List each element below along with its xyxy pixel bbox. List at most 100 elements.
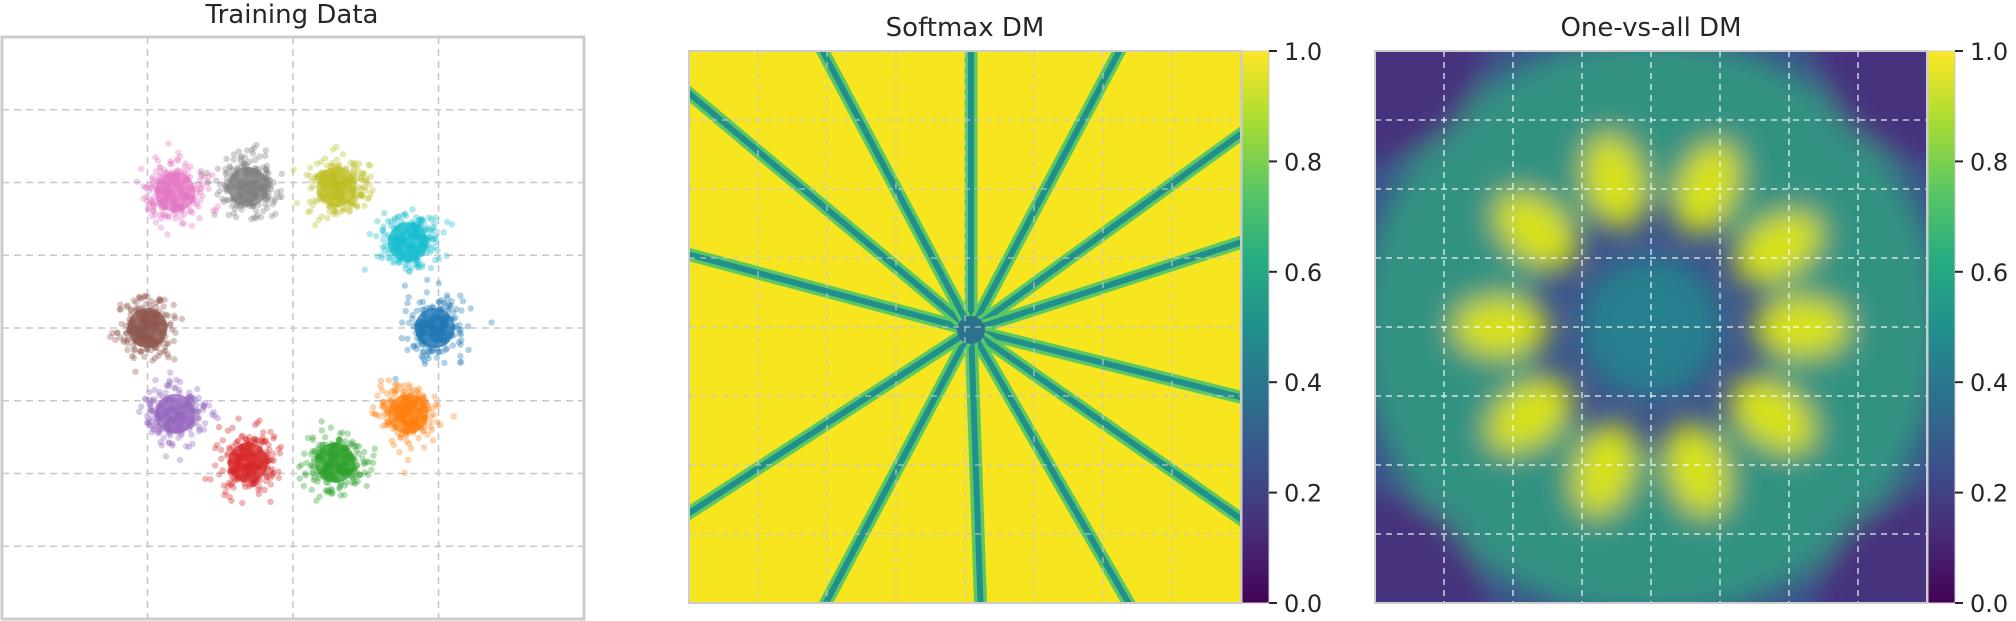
scatter-point: [453, 306, 460, 313]
scatter-point: [216, 471, 223, 478]
scatter-point: [296, 475, 303, 482]
scatter-point: [160, 434, 167, 441]
scatter-point: [204, 179, 211, 186]
scatter-point: [443, 292, 451, 299]
scatter-point: [413, 345, 420, 353]
scatter-point: [379, 227, 386, 234]
scatter-point: [137, 348, 145, 355]
scatter-point: [363, 178, 370, 185]
scatter-point: [318, 418, 325, 425]
scatter-point: [199, 181, 206, 188]
scatter-point: [143, 419, 151, 427]
scatter-point: [408, 264, 415, 271]
scatter-point: [377, 383, 384, 390]
scatter-point: [227, 481, 235, 488]
scatter-point: [151, 386, 158, 394]
scatter-point: [152, 154, 159, 161]
scatter-point: [313, 160, 321, 167]
scatter-point: [150, 194, 157, 201]
scatter-point: [145, 187, 153, 195]
scatter-point: [190, 395, 197, 402]
scatter-point: [305, 209, 312, 216]
scatter-point: [176, 456, 184, 464]
scatter-point: [175, 434, 182, 441]
scatter-point: [441, 359, 448, 367]
softmax-gridlines: [689, 51, 1241, 603]
scatter-point: [349, 438, 356, 445]
scatter-point: [363, 175, 370, 182]
scatter-point: [296, 463, 303, 471]
scatter-point: [140, 195, 147, 202]
scatter-point: [114, 329, 121, 337]
scatter-point: [167, 432, 174, 439]
scatter-point: [431, 393, 438, 400]
scatter-point: [384, 390, 391, 397]
scatter-point: [349, 474, 356, 481]
cluster-core: [127, 308, 168, 348]
scatter-point: [251, 214, 258, 221]
scatter-point: [309, 434, 316, 441]
scatter-point: [194, 408, 202, 415]
scatter-point: [152, 219, 160, 226]
scatter-point: [171, 356, 178, 363]
scatter-point: [270, 179, 277, 186]
scatter-point: [419, 428, 427, 435]
scatter-point: [197, 197, 204, 204]
scatter-point: [328, 487, 336, 494]
scatter-point: [455, 339, 463, 346]
scatter-point: [178, 315, 186, 323]
cluster-core: [315, 442, 356, 483]
softmax-boundary-lines: [689, 51, 1241, 603]
scatter-point: [352, 201, 359, 209]
scatter-point: [379, 398, 387, 406]
scatter-point: [147, 347, 155, 354]
scatter-point: [337, 492, 344, 499]
scatter-point: [255, 490, 262, 498]
scatter-point: [457, 292, 464, 299]
scatter-point: [165, 140, 172, 147]
scatter-point: [379, 403, 387, 410]
scatter-point: [254, 419, 261, 427]
scatter-point: [262, 437, 270, 444]
scatter-point: [150, 204, 157, 211]
scatter-point: [148, 397, 156, 405]
scatter-point: [269, 472, 276, 479]
scatter-point: [354, 478, 361, 485]
scatter-point: [147, 198, 155, 205]
scatter-point: [162, 211, 170, 219]
scatter-point: [259, 434, 266, 441]
scatter-point: [456, 329, 464, 336]
scatter-point: [307, 450, 315, 458]
cluster-0: [392, 276, 495, 383]
scatter-point: [326, 488, 333, 495]
scatter-point: [160, 348, 167, 356]
scatter-point: [409, 206, 416, 213]
scatter-point: [146, 422, 154, 429]
scatter-point: [186, 389, 193, 396]
scatter-point: [165, 214, 172, 221]
scatter-point: [290, 166, 297, 173]
scatter-point: [361, 448, 368, 456]
scatter-point: [251, 437, 258, 444]
scatter-point: [229, 443, 236, 450]
scatter-point: [344, 430, 351, 437]
scatter-point: [147, 418, 155, 425]
scatter-point: [201, 420, 209, 427]
scatter-point: [391, 387, 399, 395]
scatter-point: [242, 436, 249, 444]
scatter-point: [356, 471, 363, 479]
scatter-point: [147, 297, 155, 305]
scatter-point: [426, 233, 433, 241]
scatter-point: [401, 469, 408, 476]
scatter-point: [333, 210, 341, 217]
scatter-point: [361, 460, 368, 468]
scatter-point: [448, 298, 455, 305]
scatter-point: [166, 379, 174, 386]
scatter-point: [260, 429, 267, 436]
scatter-point: [393, 381, 401, 388]
scatter-point: [373, 411, 380, 418]
softmax-boundary-line: [969, 327, 1241, 523]
ova-cbar-label: 0.8: [1970, 148, 2008, 176]
scatter-point: [373, 232, 380, 240]
scatter-point: [252, 421, 259, 428]
